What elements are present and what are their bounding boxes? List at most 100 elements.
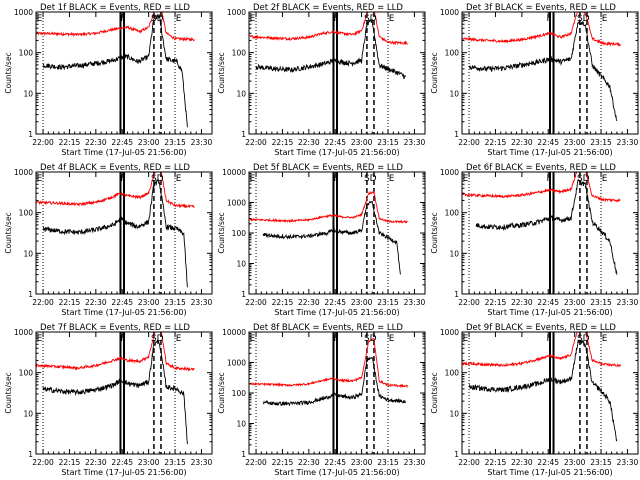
plot-area — [249, 172, 408, 294]
x-tick-label: 23:00 — [564, 298, 586, 307]
y-tick-label: 1000 — [14, 8, 33, 17]
lld-trace — [462, 172, 621, 203]
panel-title: Det 5f BLACK = Events, RED = LLD — [253, 163, 403, 173]
y-tick-label: 1000 — [227, 359, 246, 368]
y-axis-label: Counts/sec — [217, 372, 226, 413]
x-tick-label: 23:15 — [377, 138, 399, 147]
x-tick-label: 22:15 — [485, 138, 507, 147]
y-tick-label: 1 — [454, 130, 459, 139]
plot-area — [462, 172, 621, 294]
x-tick-label: 23:15 — [377, 458, 399, 467]
lld-trace — [462, 332, 621, 368]
events-trace — [468, 19, 618, 122]
marker-annotation: D — [370, 334, 377, 344]
marker-annotation: E — [250, 174, 256, 184]
marker-annotation: E — [176, 14, 182, 24]
y-tick-label: 100 — [445, 369, 460, 378]
x-tick-label: 22:15 — [272, 458, 294, 467]
x-tick-label: 22:30 — [85, 298, 107, 307]
y-tick-label: 100 — [19, 209, 34, 218]
marker-annotation: E — [37, 14, 43, 24]
panel-title: Det 3f BLACK = Events, RED = LLD — [466, 3, 616, 13]
x-tick-label: 22:45 — [111, 458, 133, 467]
x-tick-label: 23:15 — [164, 298, 186, 307]
x-tick-label: 22:15 — [485, 458, 507, 467]
marker-annotation: E — [176, 334, 182, 344]
x-tick-label: 23:30 — [191, 458, 213, 467]
marker-annotation: E — [250, 14, 256, 24]
marker-annotation: F — [121, 334, 126, 344]
y-tick-label: 100 — [445, 49, 460, 58]
y-axis-label: Counts/sec — [4, 52, 13, 93]
marker-annotation: E — [602, 14, 608, 24]
y-axis-label: Counts/sec — [430, 372, 439, 413]
y-tick-label: 10 — [236, 420, 246, 429]
x-tick-label: 23:15 — [377, 298, 399, 307]
x-tick-label: 22:30 — [298, 298, 320, 307]
marker-annotation: F — [547, 334, 552, 344]
marker-annotation: F — [547, 14, 552, 24]
y-tick-label: 10000 — [222, 168, 246, 177]
events-trace — [475, 179, 618, 275]
x-tick-label: 23:00 — [351, 458, 373, 467]
x-axis-label: Start Time (17-Jul-05 21:56:00) — [487, 308, 612, 317]
marker-annotation: F — [121, 174, 126, 184]
x-tick-label: 23:15 — [590, 138, 612, 147]
x-tick-label: 23:00 — [138, 298, 160, 307]
marker-annotation: F — [334, 14, 339, 24]
y-tick-label: 10 — [449, 409, 459, 418]
marker-annotation: S — [577, 334, 583, 344]
x-axis-label: Start Time (17-Jul-05 21:56:00) — [61, 468, 186, 477]
panel-title: Det 6f BLACK = Events, RED = LLD — [466, 163, 616, 173]
plot-frame — [35, 11, 213, 135]
y-tick-label: 1000 — [227, 8, 246, 17]
panel-title: Det 7f BLACK = Events, RED = LLD — [40, 323, 190, 333]
x-tick-label: 22:30 — [298, 138, 320, 147]
y-tick-label: 1000 — [440, 328, 459, 337]
y-tick-label: 1000 — [14, 328, 33, 337]
y-tick-label: 1 — [454, 450, 459, 459]
x-tick-label: 22:30 — [511, 458, 533, 467]
marker-annotation: S — [577, 174, 583, 184]
y-axis-label: Counts/sec — [217, 212, 226, 253]
y-tick-label: 10 — [236, 260, 246, 269]
marker-annotation: E — [602, 334, 608, 344]
events-trace — [42, 339, 188, 445]
x-tick-label: 23:30 — [617, 138, 639, 147]
marker-annotation: E — [463, 334, 469, 344]
y-tick-label: 100 — [232, 229, 247, 238]
y-tick-label: 1 — [241, 290, 246, 299]
x-tick-label: 22:00 — [245, 298, 267, 307]
panel-title: Det 8f BLACK = Events, RED = LLD — [253, 323, 403, 333]
x-axis-label: Start Time (17-Jul-05 21:56:00) — [487, 148, 612, 157]
x-axis-label: Start Time (17-Jul-05 21:56:00) — [61, 308, 186, 317]
lld-trace — [249, 190, 408, 224]
plot-frame — [461, 171, 639, 295]
y-tick-label: 1 — [28, 130, 33, 139]
events-trace — [42, 179, 188, 288]
plot-area — [36, 172, 195, 294]
x-axis-label: Start Time (17-Jul-05 21:56:00) — [274, 148, 399, 157]
lld-trace — [36, 172, 195, 209]
events-trace — [262, 200, 401, 275]
x-tick-label: 23:30 — [191, 298, 213, 307]
marker-annotation: E — [602, 174, 608, 184]
plot-area — [36, 332, 195, 454]
x-tick-label: 23:30 — [617, 298, 639, 307]
marker-annotation: D — [370, 14, 377, 24]
x-tick-label: 22:00 — [245, 458, 267, 467]
marker-annotation: E — [250, 334, 256, 344]
x-axis-label: Start Time (17-Jul-05 21:56:00) — [274, 468, 399, 477]
x-tick-label: 22:30 — [298, 458, 320, 467]
x-tick-label: 23:00 — [564, 458, 586, 467]
x-tick-label: 23:30 — [617, 458, 639, 467]
y-tick-label: 10 — [23, 249, 33, 258]
plot-frame — [35, 171, 213, 295]
